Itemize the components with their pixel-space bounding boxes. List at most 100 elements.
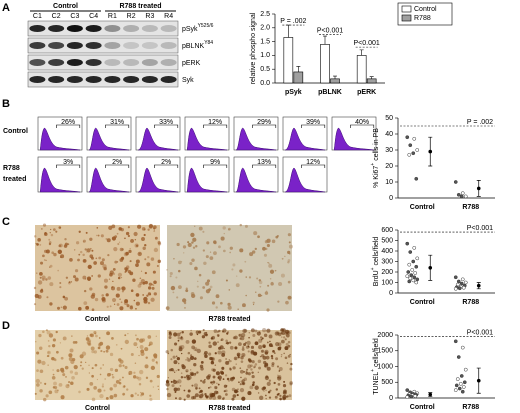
- stained-cell: [220, 301, 223, 305]
- stained-cell: [122, 392, 126, 396]
- stained-cell: [175, 276, 178, 279]
- stained-cell: [112, 267, 116, 271]
- stained-cell: [267, 390, 271, 394]
- stained-cell: [269, 389, 272, 392]
- stained-cell: [191, 241, 194, 244]
- stained-cell: [179, 385, 182, 387]
- stained-cell: [229, 367, 232, 370]
- error-bar: [296, 66, 301, 72]
- stained-cell: [225, 361, 230, 365]
- stained-cell: [177, 339, 180, 342]
- blot-band: [29, 25, 46, 32]
- stained-cell: [152, 386, 155, 388]
- stained-cell: [35, 340, 37, 343]
- stained-cell: [157, 388, 160, 391]
- gate-percent: 12%: [208, 119, 222, 126]
- stained-cell: [144, 272, 147, 274]
- stained-cell: [229, 251, 231, 254]
- bar: [366, 78, 377, 84]
- stained-cell: [195, 330, 200, 334]
- gate-bracket: [301, 164, 326, 168]
- stained-cell: [134, 334, 137, 337]
- data-point: [456, 355, 461, 359]
- stained-cell: [252, 334, 256, 338]
- text-part: pSyk: [182, 26, 198, 33]
- blot-band: [48, 76, 65, 83]
- stained-cell: [109, 305, 112, 308]
- stained-cell: [221, 353, 226, 357]
- stained-cell: [239, 269, 243, 273]
- stained-cell: [142, 294, 145, 296]
- mean-marker: [428, 392, 433, 397]
- stained-cell: [242, 328, 247, 334]
- stained-cell: [127, 333, 129, 335]
- stained-cell: [212, 341, 217, 346]
- stained-cell: [248, 336, 250, 339]
- stained-cell: [42, 278, 45, 281]
- group-label: R788 treated: [119, 3, 161, 10]
- panel-letter: A: [2, 2, 10, 14]
- stained-cell: [228, 379, 230, 382]
- stained-cell: [118, 364, 122, 368]
- stained-cell: [124, 339, 129, 345]
- stained-cell: [198, 273, 202, 277]
- data-point: [415, 277, 420, 282]
- stained-cell: [208, 352, 212, 356]
- stained-cell: [215, 306, 218, 309]
- stained-cell: [183, 252, 185, 254]
- row-label: R788: [3, 165, 20, 172]
- stained-cell: [48, 333, 54, 338]
- stained-cell: [35, 378, 40, 384]
- stained-cell: [95, 257, 98, 260]
- stained-cell: [183, 389, 186, 392]
- stained-cell: [86, 251, 88, 253]
- stained-cell: [216, 391, 219, 393]
- stained-cell: [100, 350, 103, 353]
- stained-cell: [176, 332, 181, 337]
- stained-cell: [214, 352, 217, 355]
- stained-cell: [103, 389, 106, 392]
- stained-cell: [202, 230, 205, 233]
- row-label: Syk: [182, 77, 194, 84]
- data-point: [453, 388, 458, 392]
- stained-cell: [40, 288, 44, 292]
- stained-cell: [125, 231, 130, 236]
- stained-cell: [199, 396, 202, 398]
- gate-bracket: [154, 124, 179, 128]
- stained-cell: [147, 292, 152, 296]
- blot-band: [160, 25, 177, 32]
- stained-cell: [116, 303, 120, 306]
- stained-cell: [136, 376, 139, 379]
- stained-cell: [233, 356, 238, 361]
- stained-cell: [176, 387, 181, 391]
- stained-cell: [282, 384, 287, 388]
- stained-cell: [166, 387, 169, 391]
- y-tick-label: 0.0: [260, 80, 270, 87]
- data-point: [407, 152, 412, 157]
- micrograph: [167, 225, 292, 311]
- y-tick-label: 1.0: [260, 52, 270, 59]
- stained-cell: [178, 345, 182, 349]
- stained-cell: [216, 382, 218, 384]
- stained-cell: [99, 393, 104, 399]
- blot-band: [104, 25, 121, 32]
- stained-cell: [89, 247, 92, 250]
- stained-cell: [74, 371, 79, 376]
- stained-cell: [65, 384, 70, 389]
- stained-cell: [240, 376, 242, 379]
- stained-cell: [168, 368, 172, 372]
- stained-cell: [99, 373, 102, 376]
- stained-cell: [173, 258, 175, 260]
- stained-cell: [33, 235, 37, 238]
- stained-cell: [215, 294, 220, 299]
- stained-cell: [88, 339, 92, 343]
- stained-cell: [173, 387, 178, 392]
- stained-cell: [174, 342, 178, 346]
- stained-cell: [43, 397, 47, 402]
- histogram-trace: [284, 167, 326, 193]
- stained-cell: [289, 353, 291, 356]
- stained-cell: [170, 358, 173, 361]
- histogram-trace: [186, 127, 228, 151]
- gate-bracket: [252, 124, 277, 128]
- stained-cell: [42, 254, 45, 258]
